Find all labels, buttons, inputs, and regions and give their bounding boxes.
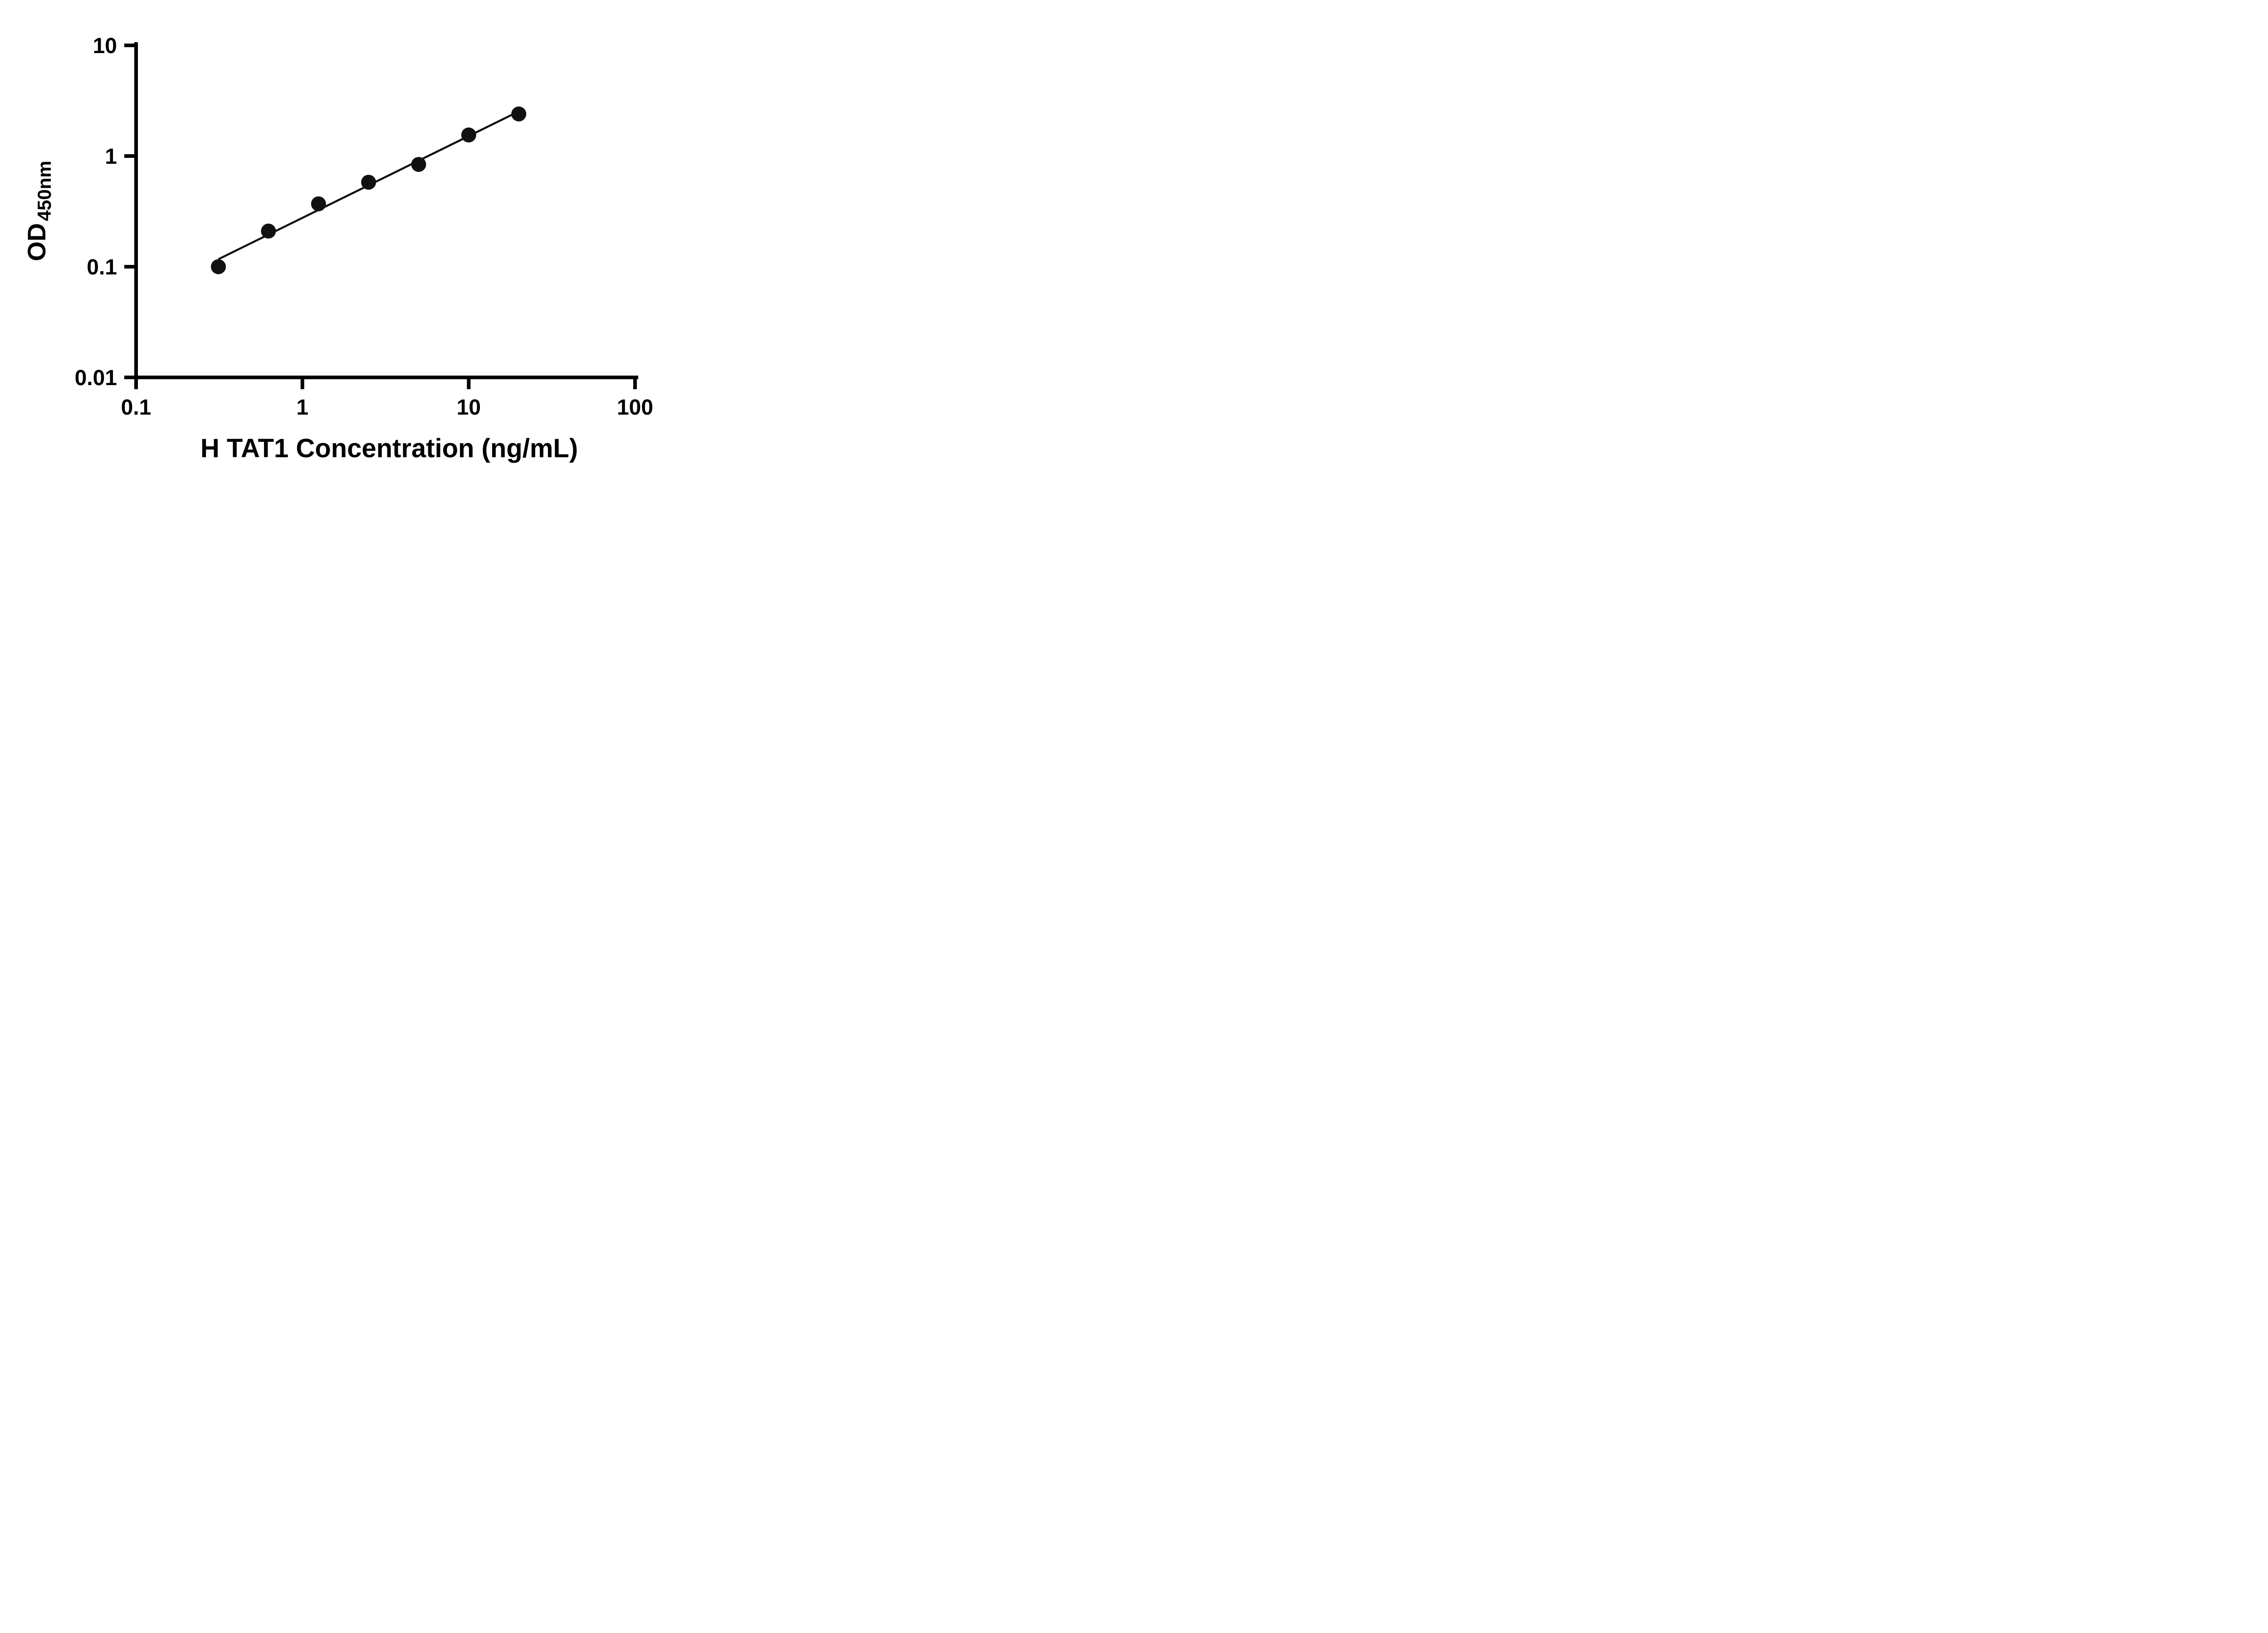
y-axis-tick-labels: 0.01 0.1 1 10: [75, 34, 117, 390]
data-point: [361, 175, 376, 190]
data-point: [461, 127, 476, 143]
y-axis-ticks: [124, 44, 136, 379]
x-tick-label: 0.1: [121, 396, 152, 420]
data-point: [261, 223, 276, 239]
data-point: [511, 106, 527, 122]
x-tick-label: 100: [617, 396, 653, 420]
y-tick-label: 1: [105, 145, 117, 169]
x-axis-tick-labels: 0.1 1 10 100: [121, 396, 653, 420]
x-tick-label: 10: [457, 396, 481, 420]
data-point: [411, 156, 426, 172]
y-axis-label: OD 450nm: [22, 161, 55, 261]
y-axis-label-main: OD: [22, 223, 51, 261]
y-axis-label-subscript: 450nm: [34, 161, 55, 221]
data-point: [210, 259, 226, 274]
x-axis-label: H TAT1 Concentration (ng/mL): [200, 434, 578, 463]
data-point: [311, 196, 326, 211]
data-points: [210, 106, 527, 274]
standard-curve-figure: 0.1 1 10 100 0.01 0.1 1 10 H TAT1 Concentratio…: [0, 0, 699, 490]
axis-spines: [134, 42, 638, 379]
y-tick-label: 0.1: [87, 255, 117, 279]
y-tick-label: 10: [93, 34, 117, 58]
x-axis-ticks: [134, 377, 637, 389]
y-tick-label: 0.01: [75, 366, 117, 390]
x-tick-label: 1: [296, 396, 308, 420]
